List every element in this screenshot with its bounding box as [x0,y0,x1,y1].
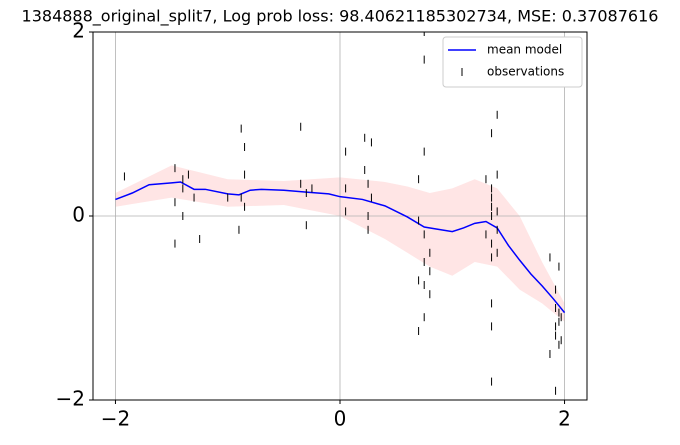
legend-label: observations [487,65,564,79]
plot-frame [92,31,588,401]
x-tick-label: −2 [101,407,130,431]
y-tick-label: 0 [72,203,85,227]
confidence-band [115,165,565,322]
legend-label: mean model [487,43,562,57]
legend-box [442,36,583,88]
x-tick-label: 0 [334,407,347,431]
chart-title: 1384888_original_split7, Log prob loss: … [22,7,659,27]
y-tick-label: −2 [56,387,85,411]
y-tick-label: 2 [72,19,85,43]
x-tick-label: 2 [558,407,571,431]
mean-line [115,181,566,314]
